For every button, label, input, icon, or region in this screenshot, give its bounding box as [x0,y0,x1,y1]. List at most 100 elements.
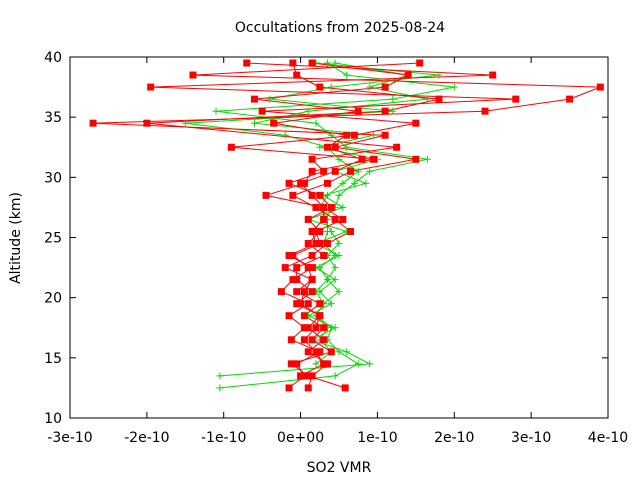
data-point-cross [327,131,335,139]
data-point-square [304,264,312,272]
data-point-square [312,227,320,235]
data-point-square [323,143,331,151]
data-point-cross [323,191,331,199]
y-tick-label: 25 [44,231,62,247]
data-point-square [308,191,316,199]
x-tick-label: 2e-10 [434,430,474,446]
data-point-cross [389,107,397,115]
x-tick-label: -2e-10 [124,430,169,446]
data-point-square [300,288,308,296]
data-point-cross [339,179,347,187]
data-point-cross [323,59,331,67]
data-point-square [262,191,270,199]
data-point-square [416,59,424,67]
data-point-square [435,95,443,103]
data-point-square [358,155,366,163]
data-point-square [323,179,331,187]
data-point-square [381,131,389,139]
x-axis-ticks: -3e-10 -2e-10 -1e-10 0e+00 1e-10 2e-10 3e-10 4e… [47,57,628,446]
data-point-square [289,252,297,260]
data-point-square [308,252,316,260]
data-point-square [308,288,316,296]
data-point-square [300,324,308,332]
data-point-square [293,360,301,368]
data-point-cross [331,276,339,284]
data-point-square [293,71,301,79]
data-point-square [281,264,289,272]
data-point-cross [370,131,378,139]
data-point-square [393,143,401,151]
data-point-square [285,312,293,320]
data-point-cross [304,107,312,115]
data-point-cross [350,179,358,187]
data-point-cross [335,155,343,163]
data-point-square [270,119,278,127]
data-point-square [300,312,308,320]
data-point-square [489,71,497,79]
data-point-square [89,119,97,127]
data-point-cross [362,179,370,187]
data-point-square [300,179,308,187]
data-point-square [347,227,355,235]
data-point-square [300,372,308,380]
data-point-square [327,348,335,356]
data-point-square [300,336,308,344]
data-point-square [339,215,347,223]
x-tick-label: 4e-10 [588,430,628,446]
data-point-cross [312,360,320,368]
data-point-square [320,336,328,344]
data-point-square [316,83,324,91]
data-point-square [320,215,328,223]
data-point-square [293,300,301,308]
data-point-cross [331,324,339,332]
series-line [215,62,455,389]
data-point-cross [366,167,374,175]
data-point-square [316,227,324,235]
data-point-square [320,324,328,332]
x-tick-label: 0e+00 [277,430,324,446]
data-point-square [370,155,378,163]
data-point-cross [327,300,335,308]
data-point-cross [366,83,374,91]
data-point-square [304,215,312,223]
data-point-square [304,240,312,248]
data-point-cross [316,143,324,151]
series-markers [89,59,604,392]
data-point-square [285,179,293,187]
data-point-square [258,107,266,115]
data-point-square [308,372,316,380]
data-point-cross [216,372,224,380]
data-point-square [308,59,316,67]
data-point-cross [335,240,343,248]
data-point-square [312,348,320,356]
data-point-cross [423,95,431,103]
data-point-square [341,384,349,392]
x-tick-label: 3e-10 [511,430,551,446]
data-point-square [320,203,328,211]
data-point-square [304,384,312,392]
data-point-square [312,240,320,248]
data-point-square [250,95,258,103]
data-point-cross [366,360,374,368]
data-point-square [304,324,312,332]
x-tick-label: -1e-10 [201,430,246,446]
data-point-square [297,300,305,308]
data-point-square [327,203,335,211]
data-point-cross [331,59,339,67]
data-point-cross [389,95,397,103]
data-point-cross [331,372,339,380]
data-point-square [297,372,305,380]
data-point-square [189,71,197,79]
data-point-square [308,155,316,163]
data-point-square [343,131,351,139]
data-point-square [243,59,251,67]
data-point-square [412,155,420,163]
data-point-square [287,360,295,368]
data-point-square [293,288,301,296]
data-point-square [331,167,339,175]
data-point-square [227,143,235,151]
data-point-square [287,336,295,344]
data-point-cross [335,191,343,199]
data-point-cross [354,167,362,175]
